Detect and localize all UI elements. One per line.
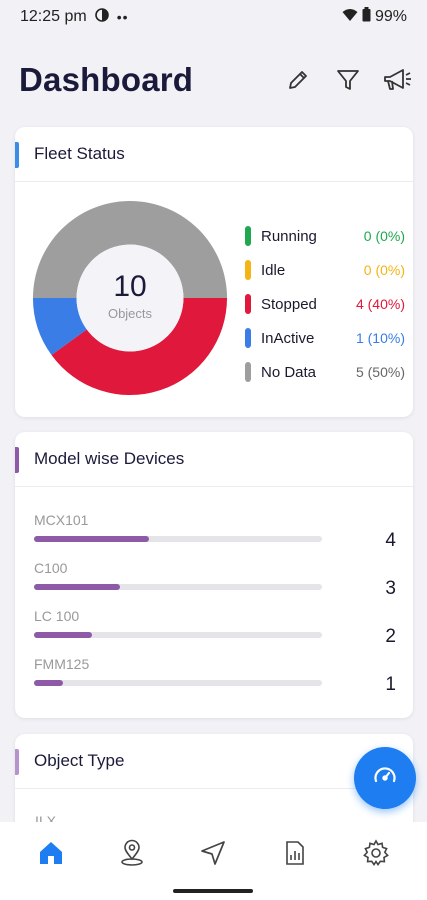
page-header: Dashboard bbox=[19, 56, 413, 104]
gesture-bar bbox=[0, 884, 427, 900]
megaphone-icon[interactable] bbox=[383, 65, 413, 95]
donut-hole bbox=[76, 244, 184, 352]
speedometer-icon bbox=[372, 763, 398, 794]
home-icon[interactable] bbox=[33, 835, 69, 871]
more-dots-icon: •• bbox=[116, 9, 129, 25]
pencil-icon[interactable] bbox=[283, 65, 313, 95]
fleet-legend: Running 0 (0%) Idle 0 (0%) Stopped 4 (40%) InA… bbox=[245, 219, 405, 389]
status-time: 12:25 pm bbox=[20, 8, 87, 25]
fleet-status-header: Fleet Status bbox=[15, 127, 413, 182]
legend-value: 0 (0%) bbox=[363, 228, 405, 244]
model-name: C100 bbox=[34, 560, 68, 576]
header-actions bbox=[283, 65, 413, 95]
model-count: 3 bbox=[385, 578, 396, 599]
page-title: Dashboard bbox=[19, 61, 194, 98]
object-type-header: Object Type bbox=[15, 734, 413, 789]
legend-label: InActive bbox=[261, 329, 315, 347]
model-progress-fill bbox=[34, 584, 121, 590]
legend-swatch bbox=[245, 362, 251, 382]
model-name: MCX101 bbox=[34, 512, 89, 528]
model-progress-track bbox=[34, 536, 322, 542]
status-bar: 12:25 pm •• 99% bbox=[0, 0, 427, 34]
card-accent-bar bbox=[15, 749, 19, 775]
donut-slice-stopped[interactable] bbox=[51, 298, 228, 396]
model-progress-fill bbox=[34, 536, 150, 542]
legend-item-idle[interactable]: Idle 0 (0%) bbox=[245, 253, 405, 287]
legend-value: 0 (0%) bbox=[363, 262, 405, 278]
model-progress-fill bbox=[34, 680, 63, 686]
model-count: 4 bbox=[385, 530, 396, 551]
battery-percent: 99% bbox=[374, 8, 407, 25]
model-progress-track bbox=[34, 632, 322, 638]
home-indicator[interactable] bbox=[173, 889, 253, 893]
legend-item-running[interactable]: Running 0 (0%) bbox=[245, 219, 405, 253]
legend-item-stopped[interactable]: Stopped 4 (40%) bbox=[245, 287, 405, 321]
fleet-status-title: Fleet Status bbox=[34, 144, 125, 163]
legend-swatch bbox=[245, 260, 251, 280]
model-row[interactable]: C100 3 bbox=[34, 560, 404, 599]
fleet-donut-chart[interactable] bbox=[31, 199, 229, 397]
legend-label: Running bbox=[261, 227, 317, 245]
model-progress-fill bbox=[34, 632, 92, 638]
model-count: 2 bbox=[385, 626, 396, 647]
reports-icon[interactable] bbox=[277, 835, 313, 871]
card-accent-bar bbox=[15, 447, 19, 473]
total-objects-count: 10 bbox=[113, 270, 147, 303]
settings-icon[interactable] bbox=[358, 835, 394, 871]
model-progress-track bbox=[34, 680, 322, 686]
model-devices-header: Model wise Devices bbox=[15, 432, 413, 487]
location-icon[interactable] bbox=[114, 835, 150, 871]
legend-item-no-data[interactable]: No Data 5 (50%) bbox=[245, 355, 405, 389]
legend-value: 1 (10%) bbox=[355, 330, 405, 346]
legend-swatch bbox=[245, 226, 251, 246]
legend-swatch bbox=[245, 328, 251, 348]
fleet-status-card: Fleet Status 10 Objects Running 0 (0%) Idl… bbox=[15, 127, 413, 417]
model-name: LC 100 bbox=[34, 608, 80, 624]
donut-slice-no-data[interactable] bbox=[32, 200, 228, 298]
legend-label: Stopped bbox=[261, 295, 317, 313]
legend-label: Idle bbox=[261, 261, 286, 279]
model-devices-title: Model wise Devices bbox=[34, 449, 185, 468]
donut-slice-inactive[interactable] bbox=[32, 298, 87, 356]
legend-label: No Data bbox=[261, 363, 317, 381]
bottom-navigation bbox=[0, 822, 427, 884]
data-saver-icon bbox=[94, 7, 109, 27]
filter-icon[interactable] bbox=[333, 65, 363, 95]
model-progress-track bbox=[34, 584, 322, 590]
total-objects-label: Objects bbox=[107, 306, 153, 321]
legend-value: 4 (40%) bbox=[355, 296, 405, 312]
model-row[interactable]: MCX101 4 bbox=[34, 512, 404, 551]
card-accent-bar bbox=[15, 142, 19, 168]
donut-center: 10 Objects bbox=[76, 248, 184, 348]
battery-icon bbox=[362, 7, 371, 27]
object-type-title: Object Type bbox=[34, 751, 125, 770]
navigation-icon[interactable] bbox=[195, 835, 231, 871]
legend-item-inactive[interactable]: InActive 1 (10%) bbox=[245, 321, 405, 355]
wifi-icon bbox=[342, 8, 358, 27]
model-row[interactable]: LC 100 2 bbox=[34, 608, 404, 647]
model-name: FMM125 bbox=[34, 656, 90, 672]
model-devices-card: Model wise Devices MCX101 4 C100 3 LC 100 2 FM… bbox=[15, 432, 413, 718]
legend-value: 5 (50%) bbox=[355, 364, 405, 380]
speedometer-fab[interactable] bbox=[354, 747, 416, 809]
model-count: 1 bbox=[385, 674, 396, 695]
legend-swatch bbox=[245, 294, 251, 314]
model-row[interactable]: FMM125 1 bbox=[34, 656, 404, 695]
